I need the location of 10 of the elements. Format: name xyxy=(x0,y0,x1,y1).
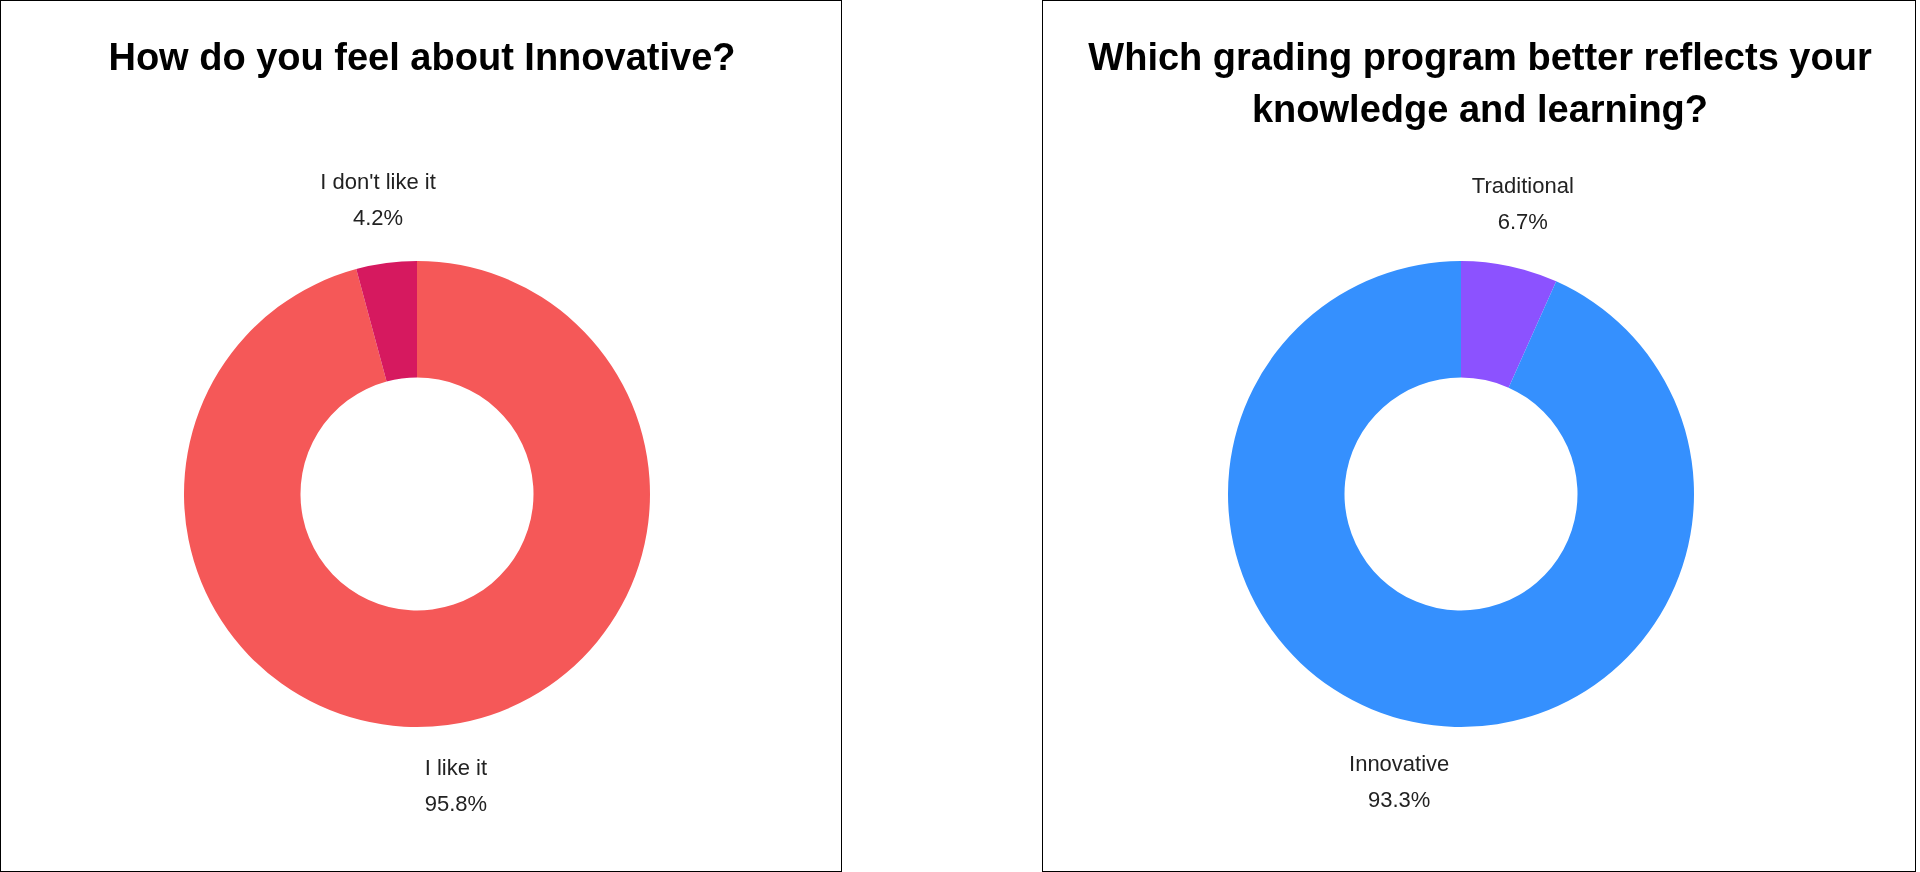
slice-label: Innovative xyxy=(1349,751,1450,777)
data-label: 93.3% xyxy=(1367,787,1431,813)
data-label: 95.8% xyxy=(424,791,488,817)
slice-label: I don't like it xyxy=(320,168,436,194)
slice-label: Traditional xyxy=(1471,172,1574,198)
slice-label: I like it xyxy=(424,755,488,781)
chart-title: How do you feel about Innovative? xyxy=(107,35,737,80)
chart-title: Which grading program better reflects your knowledge and learning? xyxy=(1087,35,1873,132)
data-label: 4.2% xyxy=(352,204,404,230)
data-label: 6.7% xyxy=(1497,208,1548,234)
